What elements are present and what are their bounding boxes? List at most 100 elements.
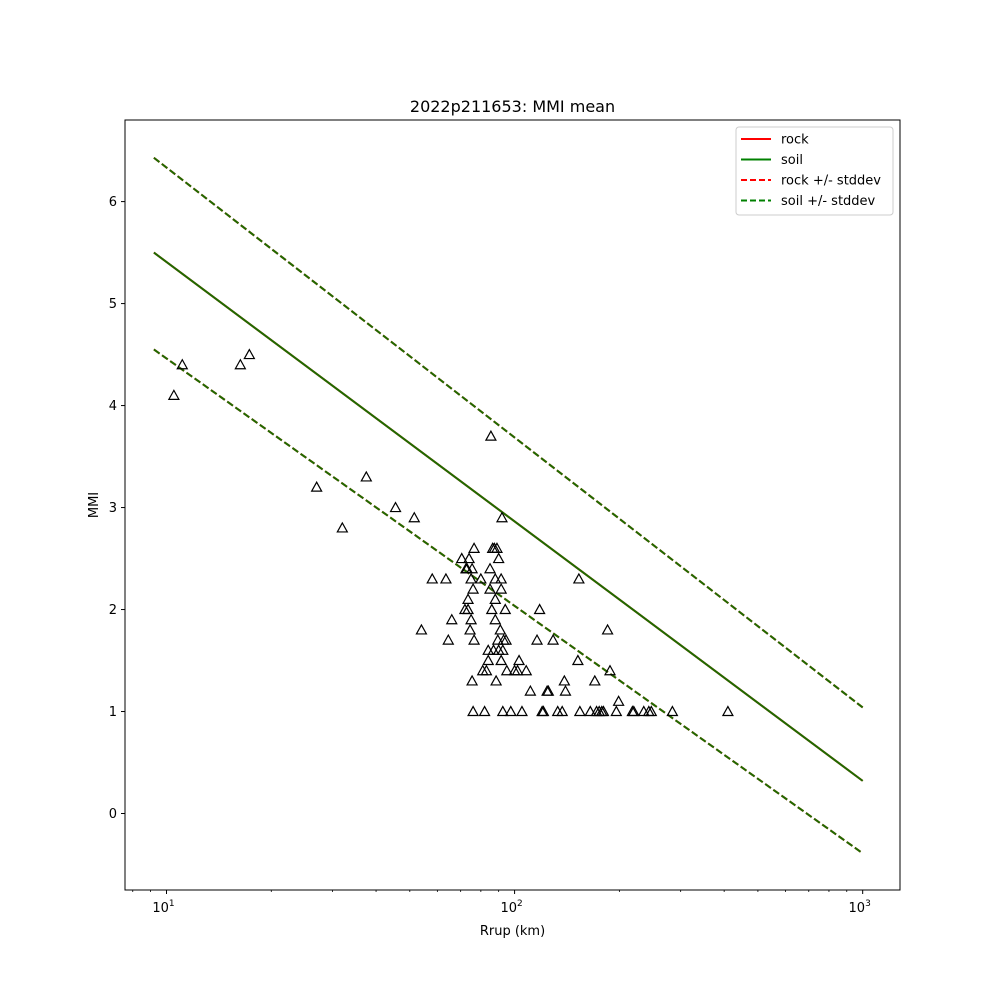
- observation-marker: [520, 664, 533, 676]
- observation-marker: [496, 705, 509, 717]
- observation-marker: [500, 633, 513, 645]
- observation-marker: [572, 572, 585, 584]
- observation-marker: [547, 633, 560, 645]
- legend-label: soil +/- stddev: [781, 194, 876, 209]
- observation-marker: [490, 542, 503, 553]
- x-tick-label: 102: [500, 899, 522, 916]
- x-axis-label: Rrup (km): [480, 924, 545, 939]
- x-tick-label: 101: [152, 899, 174, 916]
- chart-title: 2022p211653: MMI mean: [410, 97, 615, 116]
- observation-marker: [467, 705, 480, 717]
- observation-marker: [484, 429, 497, 441]
- legend-box: [735, 126, 894, 216]
- observation-marker: [360, 470, 373, 482]
- y-tick-label: 3: [109, 501, 117, 516]
- legend-label: rock +/- stddev: [781, 174, 881, 189]
- observation-marker: [474, 572, 487, 584]
- x-tick-base: 10: [152, 901, 169, 916]
- observation-marker: [537, 705, 550, 717]
- observation-marker: [489, 613, 502, 625]
- observation-marker: [504, 705, 517, 717]
- observation-marker: [491, 633, 504, 645]
- observation-marker: [483, 562, 497, 574]
- observation-marker: [500, 664, 513, 676]
- observation-marker: [603, 664, 617, 676]
- observation-marker: [496, 644, 509, 655]
- observation-marker: [559, 684, 572, 696]
- series-line-5: [153, 348, 864, 855]
- observation-marker: [492, 552, 505, 564]
- observation-marker: [584, 705, 597, 717]
- observation-marker: [468, 633, 481, 645]
- y-tick-label: 1: [109, 705, 117, 720]
- observation-marker: [462, 603, 475, 615]
- y-tick-label: 5: [109, 297, 117, 312]
- y-tick-label: 0: [109, 807, 117, 822]
- observation-marker: [467, 582, 480, 594]
- observation-marker: [468, 542, 481, 553]
- observation-marker: [721, 705, 734, 717]
- y-tick-label: 2: [109, 603, 117, 618]
- observation-marker: [531, 633, 544, 645]
- observation-marker: [515, 705, 528, 717]
- observation-marker: [310, 480, 323, 492]
- legend-label: soil: [781, 153, 803, 168]
- observation-marker: [480, 664, 493, 676]
- observation-marker: [645, 705, 658, 717]
- observation-marker: [482, 654, 495, 666]
- x-tick-base: 10: [500, 901, 517, 916]
- observation-marker: [666, 705, 679, 717]
- series-line-1: [153, 251, 864, 782]
- observation-marker: [408, 511, 421, 523]
- y-tick-label: 6: [109, 195, 117, 210]
- x-tick-exponent: 2: [517, 899, 523, 909]
- legend-label: rock: [781, 133, 809, 148]
- observation-marker: [573, 705, 586, 717]
- observation-marker: [465, 613, 478, 625]
- observation-marker: [571, 654, 584, 666]
- x-tick-exponent: 3: [865, 899, 871, 909]
- observation-marker: [243, 348, 256, 360]
- observation-marker: [234, 358, 247, 370]
- observation-marker: [558, 674, 571, 686]
- x-tick-label: 103: [849, 899, 871, 916]
- observation-marker: [478, 705, 491, 717]
- x-tick-exponent: 1: [169, 899, 175, 909]
- observation-marker: [489, 572, 502, 584]
- observation-marker: [513, 654, 526, 666]
- observation-marker: [455, 552, 468, 564]
- observation-marker: [463, 552, 476, 564]
- observation-marker: [336, 521, 349, 533]
- observation-marker: [466, 674, 479, 686]
- observation-marker: [176, 358, 189, 370]
- observation-marker: [627, 705, 640, 717]
- observation-marker: [465, 572, 478, 584]
- observation-marker: [612, 695, 625, 706]
- observation-marker: [442, 633, 455, 645]
- observation-marker: [439, 572, 452, 584]
- observation-marker: [445, 613, 458, 625]
- y-tick-label: 4: [109, 399, 117, 414]
- observation-marker: [610, 705, 623, 717]
- x-tick-base: 10: [849, 901, 866, 916]
- observation-marker: [511, 664, 524, 676]
- observation-marker: [495, 511, 508, 523]
- observations-layer: [167, 348, 734, 717]
- observation-marker: [466, 562, 479, 574]
- legend: rock soil rock +/- stddev soil +/- stddev: [735, 126, 894, 216]
- observation-marker: [389, 501, 402, 513]
- observation-marker: [489, 593, 502, 604]
- series-layer: [153, 156, 864, 855]
- observation-marker: [167, 389, 180, 400]
- observation-marker: [426, 572, 439, 584]
- observation-marker: [485, 603, 498, 615]
- observation-marker: [601, 623, 614, 635]
- observation-marker: [495, 654, 508, 666]
- observation-marker: [542, 684, 555, 696]
- observation-marker: [464, 623, 477, 635]
- observation-marker: [490, 674, 503, 686]
- observation-marker: [415, 623, 428, 635]
- observation-marker: [524, 684, 537, 696]
